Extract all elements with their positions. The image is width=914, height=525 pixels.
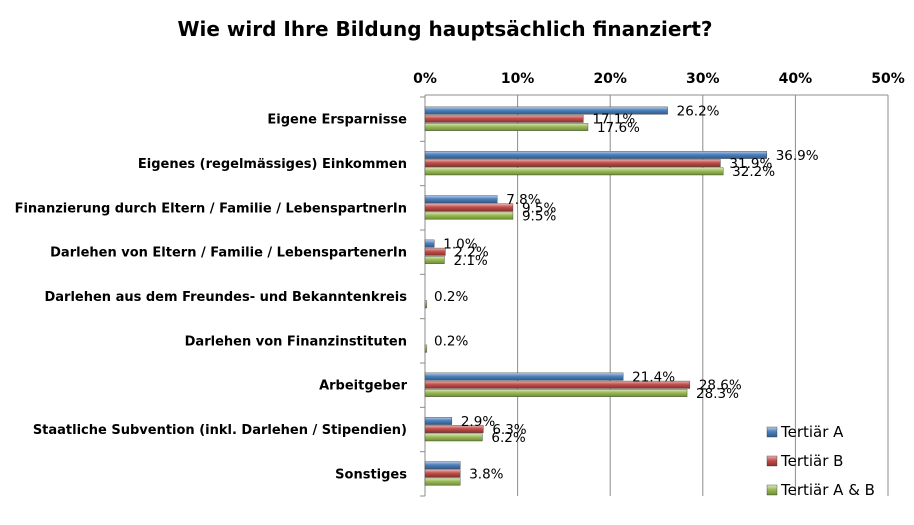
bar <box>424 167 724 176</box>
bar <box>424 256 445 264</box>
bar <box>424 417 453 425</box>
data-label: 17.1% <box>592 112 635 128</box>
legend-swatch <box>766 455 778 467</box>
bar <box>424 150 767 159</box>
data-label: 26.2% <box>677 103 720 119</box>
bar <box>424 372 624 381</box>
data-label: 36.9% <box>776 148 819 164</box>
bar <box>424 159 721 167</box>
data-label: 9.5% <box>522 209 556 225</box>
category-label: Finanzierung durch Eltern / Familie / Le… <box>15 201 407 216</box>
data-label: 6.3% <box>492 422 526 438</box>
bar <box>424 380 691 389</box>
data-label: 28.6% <box>699 378 742 394</box>
data-label: 28.3% <box>696 386 739 402</box>
x-tick-label: 10% <box>501 71 535 87</box>
x-tick-label: 40% <box>779 71 813 87</box>
category-label: Darlehen von Eltern / Familie / Lebenspa… <box>50 246 407 261</box>
bar <box>424 425 484 433</box>
bar <box>424 461 461 470</box>
x-tick-label: 20% <box>593 71 627 87</box>
data-label: 2.1% <box>453 253 487 269</box>
data-label: 31.9% <box>729 156 772 172</box>
x-tick-label: 0% <box>413 71 437 87</box>
data-label: 2.9% <box>461 414 495 430</box>
bar <box>424 195 498 204</box>
data-label: 7.8% <box>506 192 540 208</box>
data-label: 0.2% <box>434 289 468 305</box>
bar <box>424 203 514 212</box>
data-label: 9.5% <box>522 200 556 216</box>
category-label: Darlehen von Finanzinstituten <box>185 334 407 349</box>
legend: Tertiär A Tertiär B Tertiär A & B <box>766 423 875 499</box>
category-label: Eigene Ersparnisse <box>267 113 407 128</box>
category-label: Darlehen aus dem Freundes- und Bekannten… <box>44 290 407 305</box>
bar <box>424 239 435 248</box>
legend-swatch <box>766 426 778 438</box>
data-label: 0.2% <box>434 333 468 349</box>
bar <box>424 477 461 486</box>
data-label: 32.2% <box>732 164 775 180</box>
bar <box>424 123 589 131</box>
bar <box>424 469 461 478</box>
chart-title: Wie wird Ihre Bildung hauptsächlich fina… <box>177 17 712 41</box>
legend-label: Tertiär A & B <box>780 481 875 499</box>
bar <box>424 300 428 309</box>
data-label: 17.6% <box>597 120 640 136</box>
legend-label: Tertiär A <box>780 423 844 441</box>
legend-label: Tertiär B <box>780 452 843 470</box>
data-label: 2.2% <box>454 245 488 261</box>
data-label: 6.2% <box>491 430 525 446</box>
x-tick-label: 30% <box>686 71 720 87</box>
legend-swatch <box>766 484 778 496</box>
bar <box>424 106 668 115</box>
data-label: 21.4% <box>632 369 675 385</box>
bar <box>424 114 584 123</box>
category-label: Sonstiges <box>335 467 407 482</box>
x-tick-label: 50% <box>871 71 905 87</box>
category-label: Eigenes (regelmässiges) Einkommen <box>138 157 407 172</box>
data-label: 3.8% <box>469 466 503 482</box>
bar <box>424 211 514 220</box>
category-label: Staatliche Subvention (inkl. Darlehen / … <box>33 423 407 438</box>
data-label: 1.0% <box>443 236 477 252</box>
bar <box>424 433 483 442</box>
bar <box>424 247 446 256</box>
category-label: Arbeitgeber <box>319 379 408 394</box>
bar <box>424 344 428 353</box>
bar <box>424 389 688 397</box>
